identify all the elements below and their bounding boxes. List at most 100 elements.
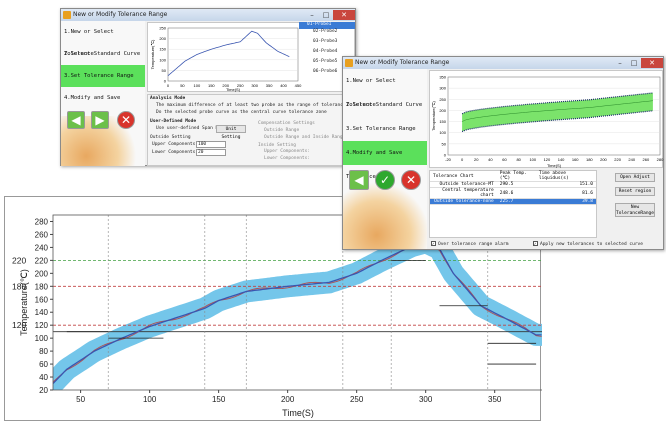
temperature-curve [53, 241, 542, 384]
x-tick-label: 140 [558, 157, 565, 162]
y-tick-label: 280 [35, 217, 49, 226]
y-tick-label: 0 [164, 79, 167, 84]
step-1[interactable]: 1.New or Select Tolerance [343, 69, 427, 108]
y-tick-label: 100 [35, 334, 49, 343]
x-tick-label: 20 [474, 157, 479, 162]
decorative-artwork [343, 179, 427, 249]
alarm-label: Over tolerance range alarm [438, 242, 509, 247]
unit-setting-button[interactable]: Unit Setting [216, 125, 246, 140]
cancel-button[interactable]: ✕ [117, 111, 135, 129]
x-tick-label: 250 [350, 395, 364, 404]
x-tick-label: 0 [461, 157, 464, 162]
step-2[interactable]: 2.Select Standard Curve [61, 43, 145, 65]
x-tick-label: 100 [194, 83, 201, 88]
tolerance-window-2: New or Modify Tolerance Range – □ ✕ 1.New … [342, 56, 664, 250]
step-3-active[interactable]: 3.Set Tolerance Range [61, 65, 145, 87]
side-label: 220 [12, 255, 26, 265]
y-axis-label: Temperature(℃) [19, 269, 29, 336]
plot-2-svg: -20 0 20 40 60 80 100 120 140 160 180 200 220 240 260 2… [431, 75, 664, 169]
x-tick-label: 200 [600, 157, 607, 162]
close-button[interactable]: ✕ [641, 58, 663, 68]
x-tick-label: 250 [237, 83, 244, 88]
apply-label: Apply new tolerances to selected curve [540, 242, 643, 247]
x-tick-label: 260 [643, 157, 650, 162]
plot-frame [167, 27, 299, 82]
x-tick-label: 100 [529, 157, 536, 162]
y-tick-label: 80 [39, 347, 48, 356]
alarm-checkbox[interactable]: ✓ Over tolerance range alarm [431, 241, 509, 247]
reset-region-button[interactable]: Reset region [615, 187, 655, 196]
minimize-button[interactable]: – [310, 11, 314, 19]
plot-panel-1: 0 50 100 150 200 250 300 350 400 450 0 50 100 150 200 2… [147, 22, 355, 92]
y-tick-label: 0 [444, 153, 447, 158]
legend-item[interactable]: 01-Probe1 [299, 22, 355, 29]
reference-curve [53, 241, 542, 383]
x-tick-label: 150 [208, 83, 215, 88]
cell: 225.7 [496, 198, 536, 205]
y-tick-label: 50 [162, 68, 167, 73]
close-button[interactable]: ✕ [333, 10, 355, 20]
legend-item[interactable]: 04-Probe4 [313, 49, 338, 54]
cell: 248.6 [496, 187, 536, 199]
col-header: Time above liquidus(s) [535, 171, 596, 182]
lower-components-field[interactable]: 20 [196, 149, 226, 156]
x-tick-label: 300 [419, 395, 433, 404]
table-header: Tolerance Chart Peak Temp.(℃) Time above l… [430, 171, 596, 182]
x-tick-label: 50 [180, 83, 185, 88]
upper-components-field[interactable]: 100 [196, 141, 226, 148]
step-list: 1.New or Select Tolerance 2.Select Stand… [61, 21, 145, 166]
lower-components-label: Lower Components: [152, 150, 199, 155]
x-tick-label: 450 [295, 83, 302, 88]
y-axis-label: Temperature(℃) [150, 39, 155, 69]
cell: Central temperature chart [430, 187, 497, 199]
legend-item[interactable]: 06-Probe6 [313, 69, 338, 74]
legend-item[interactable]: 05-Probe5 [313, 59, 338, 64]
x-tick-label: 200 [222, 83, 229, 88]
outside-and-inside-radio[interactable]: Outside Range and Inside Range [264, 135, 346, 140]
y-tick-label: 60 [39, 360, 48, 369]
y-tick-label: 260 [35, 230, 49, 239]
y-tick-label: 300 [439, 86, 446, 91]
radio-max-difference[interactable]: The maximum difference of at least two p… [156, 103, 360, 108]
table-row[interactable]: Outside tolerance-MT 290.5 151.0 [430, 181, 596, 188]
legend-item[interactable]: 03-Probe3 [313, 39, 338, 44]
cancel-button[interactable]: ✕ [401, 170, 421, 190]
x-tick-label: 120 [544, 157, 551, 162]
col-header: Peak Temp.(℃) [496, 171, 536, 182]
x-tick-label: 180 [586, 157, 593, 162]
minimize-button[interactable]: – [618, 59, 622, 67]
radio-central-curve[interactable]: Do the selected probe curve as the centr… [156, 110, 327, 115]
x-tick-label: 220 [614, 157, 621, 162]
apply-checkbox[interactable]: ✓ Apply new tolerances to selected curve [533, 241, 643, 247]
maximize-button[interactable]: □ [630, 59, 638, 67]
x-axis-label: Time(S) [282, 408, 314, 418]
finish-button[interactable]: ✓ [375, 170, 395, 190]
outside-range-radio[interactable]: Outside Range [264, 128, 300, 133]
step-4-active[interactable]: 4.Modify and Save Tolerance [343, 141, 427, 180]
window-titlebar: New or Modify Tolerance Range – □ ✕ [61, 9, 355, 21]
step-2[interactable]: 2.Select Standard Curve [343, 93, 427, 117]
new-tolerance-range-button[interactable]: New ToleranceRange [615, 203, 655, 217]
x-tick-label: 350 [488, 395, 502, 404]
y-tick-label: 120 [35, 321, 49, 330]
y-tick-label: 350 [439, 75, 446, 80]
app-icon [63, 11, 71, 19]
y-tick-label: 150 [439, 119, 446, 124]
next-button[interactable]: ▶ [91, 111, 109, 129]
table-row[interactable]: Central temperature chart 248.6 81.6 [430, 187, 596, 199]
user-defined-title: User-Defined Mode [150, 119, 197, 124]
y-tick-label: 160 [35, 295, 49, 304]
use-user-defined-checkbox[interactable]: Use user-defined Span Mode [156, 126, 227, 131]
x-tick-label: 300 [251, 83, 258, 88]
legend-item[interactable]: 02-Probe2 [313, 29, 338, 34]
x-tick-label: 150 [212, 395, 226, 404]
back-button[interactable]: ◀ [67, 111, 85, 129]
back-button[interactable]: ◀ [349, 170, 369, 190]
maximize-button[interactable]: □ [322, 11, 330, 19]
step-1[interactable]: 1.New or Select Tolerance [61, 21, 145, 57]
step-4[interactable]: 4.Modify and Save Tolerance [61, 87, 145, 123]
step-3[interactable]: 3.Set Tolerance Range [343, 117, 427, 141]
open-adjust-button[interactable]: Open Adjust [615, 173, 655, 182]
table-row-selected[interactable]: Outside tolerance-none 225.7 39.8 [430, 198, 596, 205]
y-tick-label: 20 [39, 386, 48, 395]
